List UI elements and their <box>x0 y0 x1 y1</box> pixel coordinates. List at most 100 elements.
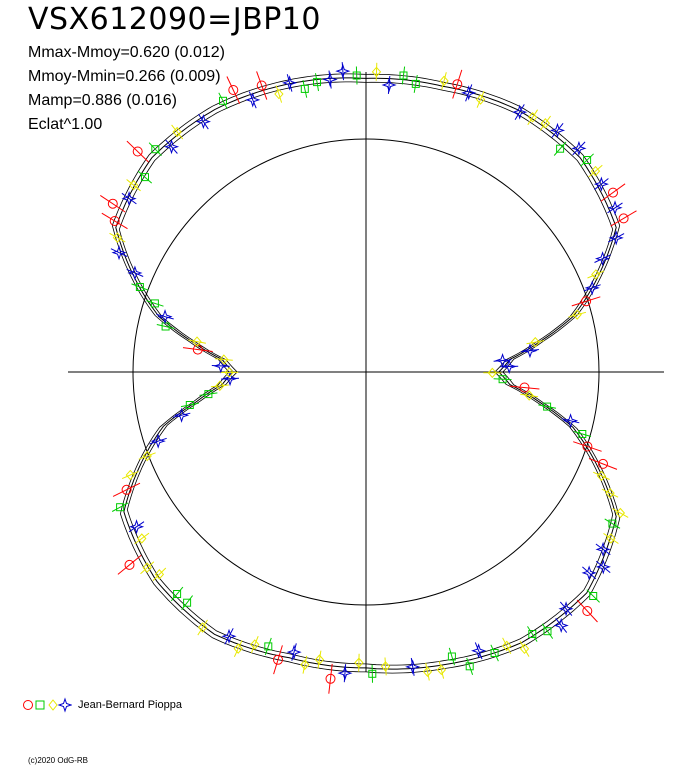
error-bar <box>601 488 619 498</box>
error-bar <box>526 340 545 345</box>
error-bar <box>291 643 297 661</box>
error-bar <box>502 637 512 655</box>
error-bar <box>315 73 319 92</box>
error-bar <box>250 636 259 654</box>
legend-markers <box>23 697 72 713</box>
error-bar <box>527 626 538 642</box>
blue-star-point <box>127 265 143 281</box>
stat-mmoy-mmin: Mmoy-Mmin=0.266 (0.009) <box>28 68 221 85</box>
error-bar <box>172 412 191 418</box>
error-bar <box>137 170 153 184</box>
green-square-point <box>556 144 565 153</box>
yellow-diamond-point <box>615 507 626 519</box>
green-square-point <box>135 283 144 291</box>
error-bar <box>165 139 178 154</box>
error-bar <box>604 518 621 529</box>
blue-star-point <box>562 413 579 429</box>
error-bar <box>121 192 137 205</box>
error-bar <box>571 296 601 307</box>
error-bar <box>156 324 175 329</box>
error-bar <box>101 212 128 230</box>
red-circle-point <box>124 559 135 570</box>
yellow-diamond-point <box>528 112 538 123</box>
red-circle-point <box>452 79 463 90</box>
error-bar <box>582 566 597 580</box>
green-square-point <box>185 401 194 409</box>
error-bar <box>355 66 358 85</box>
yellow-diamond-point <box>154 569 165 580</box>
error-bar <box>594 254 611 263</box>
yellow-diamond-point <box>112 232 123 243</box>
error-bar <box>110 248 128 257</box>
green-square-point <box>498 375 507 384</box>
error-bar <box>181 595 193 611</box>
error-bar <box>583 284 601 292</box>
error-bar <box>551 122 564 138</box>
blue-star-point <box>595 541 611 557</box>
legend-blue-star-icon <box>57 697 72 713</box>
error-bar <box>248 91 257 109</box>
envelope-curve <box>111 73 621 674</box>
error-bar <box>199 392 218 396</box>
blue-star-point <box>286 644 302 660</box>
blue-star-point <box>471 643 487 659</box>
error-bar <box>580 153 594 167</box>
blue-star-point <box>381 77 397 93</box>
green-square-point <box>264 642 273 651</box>
yellow-diamond-point <box>572 309 582 320</box>
green-square-point <box>116 503 125 512</box>
blue-star-point <box>222 371 238 387</box>
error-bar <box>425 662 430 681</box>
error-bar <box>218 92 228 110</box>
error-bar <box>180 402 199 408</box>
error-bar <box>466 657 474 675</box>
error-bar <box>182 347 213 352</box>
error-bar <box>100 194 126 213</box>
green-square-point <box>543 402 552 411</box>
error-bar <box>476 90 485 108</box>
blue-star-point <box>128 519 145 535</box>
yellow-diamond-point <box>219 354 229 365</box>
error-bar <box>214 358 233 361</box>
error-bar <box>592 471 610 480</box>
yellow-diamond-point <box>314 654 325 665</box>
error-bar <box>588 458 618 470</box>
green-square-point <box>173 590 182 598</box>
red-circle-point <box>582 441 593 452</box>
blue-star-point <box>512 104 528 120</box>
error-bar <box>286 74 293 92</box>
error-bar <box>233 640 243 658</box>
error-bar <box>384 657 387 676</box>
error-bar <box>264 637 272 656</box>
error-bar <box>588 164 603 178</box>
yellow-diamond-point <box>142 562 152 573</box>
error-bar <box>539 115 552 131</box>
error-bar <box>553 141 567 156</box>
observation-points <box>100 62 637 694</box>
blue-star-point <box>522 343 538 359</box>
green-square-point <box>608 519 617 528</box>
red-circle-point <box>325 673 336 684</box>
blue-star-point <box>461 85 477 101</box>
legend: Jean-Bernard Pioppa <box>22 697 182 713</box>
red-circle-point <box>109 216 120 226</box>
error-bar <box>555 617 568 633</box>
error-bar <box>519 640 530 657</box>
error-bar <box>538 404 557 409</box>
error-bar <box>612 508 629 518</box>
yellow-diamond-point <box>590 165 601 177</box>
error-bar <box>152 567 167 581</box>
green-square-point <box>528 630 537 638</box>
error-bar <box>509 385 540 390</box>
error-bar <box>493 378 512 381</box>
yellow-diamond-point <box>233 643 243 654</box>
red-circle-point <box>519 382 530 393</box>
error-bar <box>520 393 539 398</box>
blue-star-point <box>157 309 173 325</box>
red-circle-point <box>228 85 239 95</box>
red-circle-point <box>608 187 618 198</box>
error-bar <box>448 647 455 666</box>
yellow-diamond-point <box>436 664 447 676</box>
blue-star-point <box>335 63 351 79</box>
blue-star-point <box>245 92 261 108</box>
